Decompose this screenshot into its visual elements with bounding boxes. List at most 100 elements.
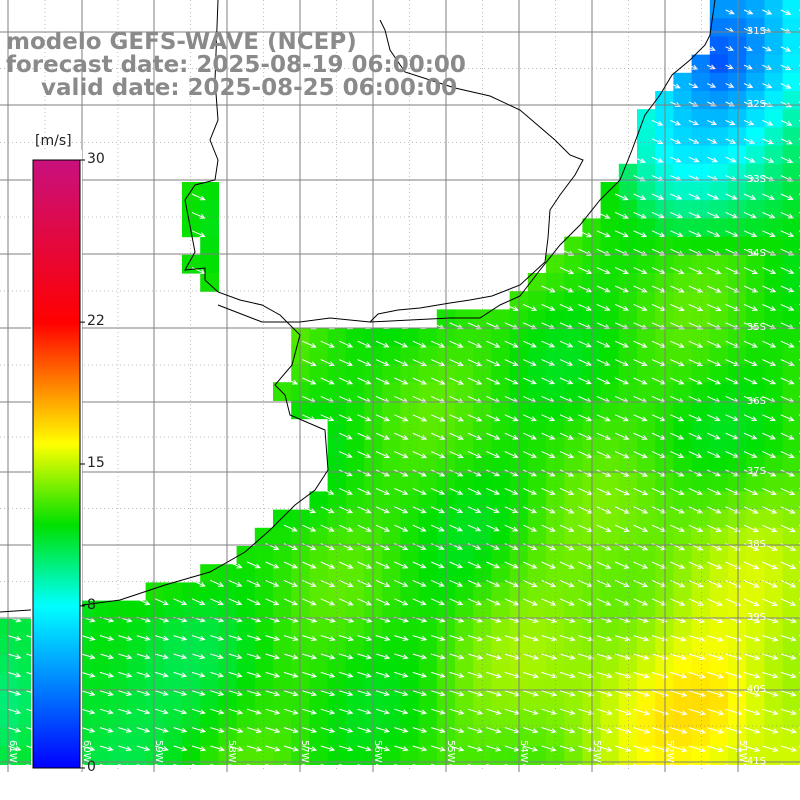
wind-arrow [99, 708, 114, 715]
wind-arrow [357, 727, 372, 733]
wind-speed-cell [728, 673, 747, 693]
wind-arrow [578, 763, 594, 771]
wind-speed-cell [691, 327, 711, 347]
wind-arrow [596, 690, 613, 697]
wind-speed-cell [163, 709, 183, 729]
wind-speed-cell [764, 236, 784, 256]
wind-arrow [283, 561, 299, 569]
wind-speed-cell [691, 109, 711, 128]
wind-speed-cell [527, 582, 547, 602]
wind-arrow [780, 524, 796, 533]
wind-speed-cell [527, 436, 547, 456]
wind-speed-cell [163, 600, 183, 620]
wind-speed-cell [145, 582, 165, 602]
wind-speed-cell [254, 728, 274, 747]
wind-arrow [375, 506, 391, 514]
wind-speed-cell [546, 582, 565, 602]
wind-speed-cell [127, 637, 147, 656]
wind-speed-cell [764, 54, 784, 74]
wind-speed-cell [345, 418, 365, 438]
wind-arrow [743, 745, 761, 752]
latitude-label: 32S [746, 99, 766, 110]
wind-speed-cell [491, 418, 511, 438]
wind-speed-cell [382, 345, 401, 365]
wind-speed-cell [291, 564, 310, 583]
wind-speed-cell [709, 309, 729, 329]
wind-arrow [707, 690, 725, 697]
wind-arrow [210, 635, 225, 641]
wind-speed-cell [182, 200, 201, 219]
wind-speed-cell [746, 709, 765, 729]
wind-arrow [743, 671, 761, 679]
wind-arrow [633, 193, 647, 200]
wind-speed-cell [527, 600, 547, 620]
wind-speed-cell [691, 254, 711, 274]
wind-speed-cell [345, 364, 365, 383]
wind-speed-cell [418, 418, 438, 438]
wind-speed-cell [291, 546, 310, 565]
wind-speed-cell [473, 527, 492, 547]
wind-speed-cell [455, 655, 474, 674]
wind-arrow [615, 653, 631, 660]
wind-arrow [706, 524, 722, 532]
wind-speed-cell [564, 436, 583, 456]
wind-arrow [743, 506, 759, 514]
wind-speed-cell [728, 309, 747, 329]
wind-speed-cell [709, 509, 729, 529]
wind-speed-cell [400, 564, 420, 583]
wind-arrow [706, 561, 723, 569]
wind-arrow [283, 524, 298, 532]
wind-speed-cell [382, 455, 401, 474]
wind-speed-cell [782, 0, 800, 19]
wind-speed-cell [709, 546, 729, 565]
wind-arrow [725, 82, 735, 88]
wind-arrow [633, 267, 648, 274]
wind-arrow [467, 727, 484, 734]
wind-speed-cell [728, 109, 747, 128]
wind-arrow [357, 579, 373, 587]
wind-arrow [357, 359, 372, 366]
wind-speed-cell [236, 618, 256, 638]
wind-arrow [394, 598, 409, 606]
wind-arrow [670, 267, 685, 275]
wind-speed-cell [782, 473, 800, 492]
wind-speed-cell [564, 618, 583, 638]
wind-speed-cell [764, 673, 784, 693]
wind-arrow [633, 359, 648, 366]
wind-speed-cell [309, 509, 329, 529]
wind-speed-cell [600, 655, 620, 674]
wind-speed-cell [527, 709, 547, 729]
wind-speed-cell [273, 564, 292, 583]
wind-speed-cell [637, 382, 656, 401]
wind-arrow [578, 690, 595, 697]
wind-arrow [670, 193, 683, 200]
wind-speed-cell [728, 546, 747, 565]
wind-speed-cell [746, 691, 765, 711]
wind-arrow [320, 763, 336, 770]
wind-speed-cell [764, 145, 784, 165]
wind-speed-cell [764, 637, 784, 656]
wind-arrow [504, 451, 519, 458]
wind-speed-cell [764, 200, 784, 219]
wind-arrow [486, 745, 502, 752]
wind-arrow [614, 230, 629, 238]
wind-arrow [633, 340, 648, 348]
wind-speed-cell [91, 600, 110, 620]
colorbar-tick-label: 8 [87, 596, 96, 613]
wind-speed-cell [673, 473, 693, 492]
wind-arrow [504, 561, 519, 569]
wind-speed-cell [673, 527, 693, 547]
wind-arrow [431, 763, 446, 770]
wind-speed-cell [709, 618, 729, 638]
wind-arrow [780, 432, 795, 440]
wind-speed-cell [782, 291, 800, 310]
wind-arrow [541, 377, 556, 385]
wind-speed-cell [673, 691, 693, 711]
wind-arrow [191, 653, 206, 660]
wind-arrow [283, 727, 299, 734]
wind-speed-cell [236, 673, 256, 693]
wind-speed-cell [309, 655, 329, 674]
wind-arrow [725, 487, 740, 495]
wind-speed-cell [782, 673, 800, 693]
wind-speed-cell [200, 637, 219, 656]
